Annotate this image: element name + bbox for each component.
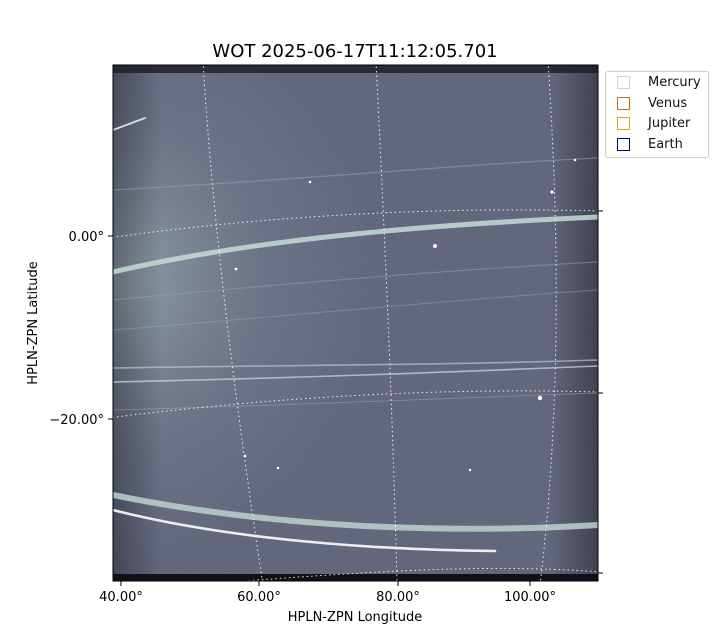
legend-label: Jupiter (648, 116, 691, 131)
plot-frame (112, 64, 599, 582)
chart-title: WOT 2025-06-17T11:12:05.701 (212, 41, 497, 62)
trail-faint-1 (113, 157, 598, 191)
trail-bright-upper (113, 214, 598, 275)
star (468, 468, 472, 472)
legend-swatch-earth (617, 138, 630, 151)
tick-marks (108, 210, 603, 586)
sky-image-bottom-dark-band (113, 574, 598, 581)
grid-lat-0 (113, 209, 598, 238)
star (308, 180, 312, 184)
plot-area (113, 65, 598, 581)
sky-image-vignette (113, 65, 598, 581)
legend: Mercury Venus Jupiter Earth (605, 71, 709, 158)
legend-swatch-venus (617, 97, 630, 110)
x-tick-label: 60.00° (237, 590, 281, 605)
trail-white-short (113, 117, 146, 131)
trail-mid-1 (113, 359, 598, 369)
star (234, 267, 238, 271)
trail-bright-lower (113, 492, 598, 532)
trail-mid-2 (113, 365, 598, 383)
trail-faint-2 (113, 261, 598, 301)
legend-label: Mercury (648, 75, 701, 90)
trail-white-lower (113, 508, 497, 553)
star (537, 395, 543, 401)
star (550, 190, 554, 194)
trail-faint-3 (113, 289, 598, 331)
grid-lat-m20 (113, 390, 598, 418)
grid-lon-80 (375, 65, 398, 581)
star-trails (113, 117, 598, 553)
y-tick-labels: 0.00° −20.00° (49, 230, 104, 428)
star (573, 158, 577, 162)
stars (234, 158, 577, 472)
sky-image-top-dark-band (113, 65, 598, 73)
x-tick-labels: 40.00° 60.00° 80.00° 100.00° (99, 590, 556, 605)
legend-label: Venus (648, 96, 688, 111)
coordinate-grid (113, 65, 598, 581)
star (433, 244, 437, 248)
x-tick-label: 80.00° (376, 590, 420, 605)
legend-label: Earth (648, 137, 683, 152)
legend-swatch-mercury (617, 76, 630, 89)
x-tick-label: 40.00° (99, 590, 143, 605)
y-tick-label: −20.00° (49, 413, 104, 428)
x-axis-label: HPLN-ZPN Longitude (288, 610, 423, 625)
grid-lon-100 (539, 65, 557, 581)
y-tick-label: 0.00° (69, 230, 104, 245)
y-axis-label: HPLN-ZPN Latitude (26, 261, 41, 384)
star (276, 466, 280, 470)
legend-swatch-jupiter (617, 117, 630, 130)
trail-mid-3 (113, 392, 598, 411)
x-tick-label: 100.00° (504, 590, 556, 605)
